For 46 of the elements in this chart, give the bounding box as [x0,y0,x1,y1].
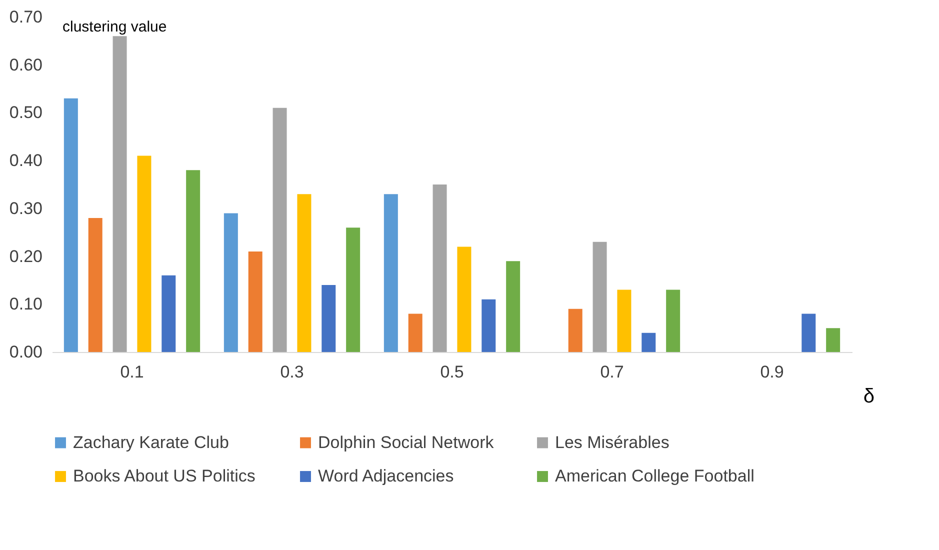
y-tick-label: 0.70 [9,8,42,26]
bar [408,314,422,352]
bar [297,194,312,352]
bar [224,213,238,352]
bar [568,308,582,352]
bar [64,98,78,352]
legend-label: Books About US Politics [73,466,256,486]
x-axis-title: δ [863,386,874,408]
y-tick-label: 0.40 [9,151,42,170]
y-tick-label: 0.00 [9,342,42,362]
x-tick-label: 0.9 [760,362,784,382]
bar [506,261,520,352]
x-tick-label: 0.3 [280,362,304,382]
legend-label: American College Football [555,466,754,486]
bar [346,228,360,352]
bar [248,252,262,352]
bar [137,156,152,352]
bar [186,170,200,352]
y-tick-label: 0.60 [9,55,42,74]
y-tick-label: 0.50 [9,103,42,122]
legend-label: Dolphin Social Network [318,432,494,452]
y-tick-label: 0.20 [9,246,42,266]
bar [88,218,102,352]
x-tick-label: 0.5 [440,362,464,382]
bar [617,290,632,352]
bar [322,285,336,352]
bar [384,194,398,352]
bar [162,275,176,352]
legend-label: Word Adjacencies [318,466,454,486]
y-axis-title: clustering value [62,18,167,36]
bar [826,328,840,352]
bar [666,290,680,352]
bar [112,36,127,352]
legend-label: Zachary Karate Club [73,432,229,452]
bar [272,108,287,352]
y-tick-label: 0.30 [9,198,42,218]
bar [482,299,496,352]
bar [457,246,472,352]
bar [802,314,816,352]
bar [642,332,656,352]
x-tick-label: 0.1 [120,362,144,382]
y-tick-label: 0.10 [9,294,42,314]
bar [592,242,607,352]
bar [432,184,447,352]
legend-label: Les Misérables [555,432,670,452]
x-tick-label: 0.7 [600,362,624,382]
